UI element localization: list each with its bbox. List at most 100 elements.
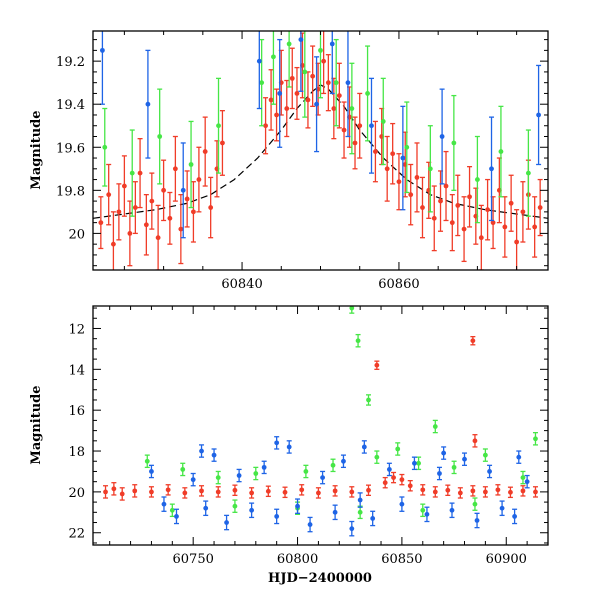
top-data-point-red	[537, 205, 543, 210]
top-data-point-red	[263, 123, 268, 129]
bottom-data-point-green	[520, 475, 526, 480]
bottom-data-point-red	[182, 490, 188, 496]
top-data-point-red	[121, 183, 127, 189]
bottom-data-point-red	[149, 489, 154, 495]
bottom-x-tick-label: 60900	[486, 552, 527, 567]
top-data-point-red	[325, 80, 331, 86]
top-x-tick-label: 60860	[378, 277, 419, 292]
top-data-point-blue	[277, 91, 283, 96]
top-data-point-green	[286, 41, 292, 47]
bottom-data-point-red	[232, 487, 238, 493]
bottom-data-point-red	[445, 487, 451, 493]
top-data-point-red	[294, 91, 300, 96]
top-x-tick-label: 60840	[221, 277, 262, 292]
top-data-point-red	[321, 58, 327, 64]
top-data-point-red	[98, 220, 104, 226]
top-data-point-red	[268, 97, 274, 103]
bottom-axis-ticks: 60750 60800 60850 60900 12 14 16 18 20 22	[68, 306, 549, 567]
top-data-point-red	[178, 226, 184, 232]
top-data-point-red	[155, 235, 161, 241]
bottom-data-point-blue	[307, 522, 313, 527]
bottom-data-point-blue	[249, 507, 255, 513]
top-data-point-blue	[100, 47, 105, 53]
bottom-data-point-blue	[437, 471, 442, 476]
top-data-point-red	[532, 224, 538, 230]
bottom-data-point-blue	[361, 444, 367, 450]
top-y-tick-label: 20	[68, 227, 85, 242]
top-data-point-red	[514, 239, 520, 245]
top-data-point-green	[129, 170, 135, 176]
top-data-point-red	[502, 224, 508, 230]
top-data-point-blue	[298, 37, 304, 43]
bottom-data-point-green	[355, 338, 361, 344]
bottom-y-tick-label: 20	[68, 486, 85, 501]
bottom-data-point-green	[395, 446, 401, 452]
bottom-data-point-blue	[399, 501, 405, 507]
top-data-point-red	[490, 220, 496, 226]
bottom-data-point-red	[215, 489, 221, 495]
top-data-point-red	[390, 151, 396, 157]
top-data-point-green	[333, 80, 339, 86]
top-data-point-red	[373, 149, 378, 154]
bottom-data-point-red	[420, 487, 426, 493]
bottom-data-point-red	[457, 490, 463, 496]
top-data-point-red	[485, 207, 490, 213]
top-y-tick-label: 19.2	[56, 55, 85, 70]
top-data-point-red	[191, 209, 196, 215]
bottom-data-point-red	[432, 489, 438, 495]
top-y-tick-label: 19.8	[56, 184, 85, 199]
top-data-point-red	[357, 123, 363, 129]
bottom-data-point-blue	[512, 514, 518, 519]
bottom-data-point-blue	[236, 473, 242, 478]
top-data-point-red	[396, 179, 402, 185]
top-data-point-blue	[536, 112, 541, 118]
bottom-data-point-blue	[449, 507, 455, 513]
bottom-data-point-blue	[161, 501, 167, 507]
top-data-point-red	[310, 73, 316, 79]
bottom-data-point-blue	[349, 526, 355, 532]
top-axis-ticks: 60840 60860 19.2 19.4 19.6 19.8 20	[56, 31, 548, 292]
top-data-point-red	[172, 166, 178, 172]
bottom-data-point-red	[249, 490, 255, 496]
top-data-point-blue	[400, 155, 406, 161]
bottom-plot-frame	[92, 305, 549, 546]
top-data-point-blue	[489, 166, 494, 172]
bottom-data-point-green	[420, 507, 426, 513]
top-data-point-red	[149, 198, 155, 204]
top-data-point-green	[157, 134, 163, 139]
bottom-data-point-green	[180, 467, 186, 472]
top-data-point-red	[455, 203, 461, 208]
top-data-point-red	[443, 183, 449, 189]
top-data-point-red	[438, 198, 443, 204]
top-data-point-red	[305, 97, 311, 103]
bottom-data-point-blue	[174, 514, 179, 519]
bottom-data-point-green	[472, 501, 478, 507]
bottom-data-point-red	[282, 489, 288, 495]
top-data-point-red	[520, 209, 526, 215]
top-y-tick-label: 19.6	[56, 141, 85, 156]
top-data-point-green	[525, 170, 531, 176]
bottom-data-point-blue	[211, 452, 217, 458]
bottom-data-point-blue	[474, 518, 480, 523]
bottom-data-point-blue	[516, 454, 522, 460]
top-data-point-red	[341, 127, 347, 133]
top-data-point-green	[259, 80, 265, 86]
bottom-data-point-red	[349, 489, 355, 495]
top-data-point-red	[352, 140, 358, 146]
top-data-point-green	[427, 166, 433, 172]
bottom-data-point-blue	[412, 460, 417, 466]
bottom-data-point-blue	[487, 469, 492, 474]
bottom-data-point-blue	[190, 477, 196, 483]
top-data-point-blue	[145, 101, 151, 107]
bottom-y-tick-label: 16	[68, 404, 85, 419]
top-data-point-green	[498, 149, 504, 154]
top-data-point-blue	[439, 134, 445, 139]
top-plot-data	[93, 31, 548, 270]
top-model-curve	[93, 84, 548, 219]
top-data-point-red	[331, 106, 337, 111]
bottom-data-point-red	[299, 487, 305, 493]
bottom-data-point-green	[349, 306, 355, 311]
bottom-y-tick-label: 14	[68, 363, 85, 378]
bottom-data-point-red	[103, 489, 108, 495]
top-data-point-red	[414, 175, 420, 180]
